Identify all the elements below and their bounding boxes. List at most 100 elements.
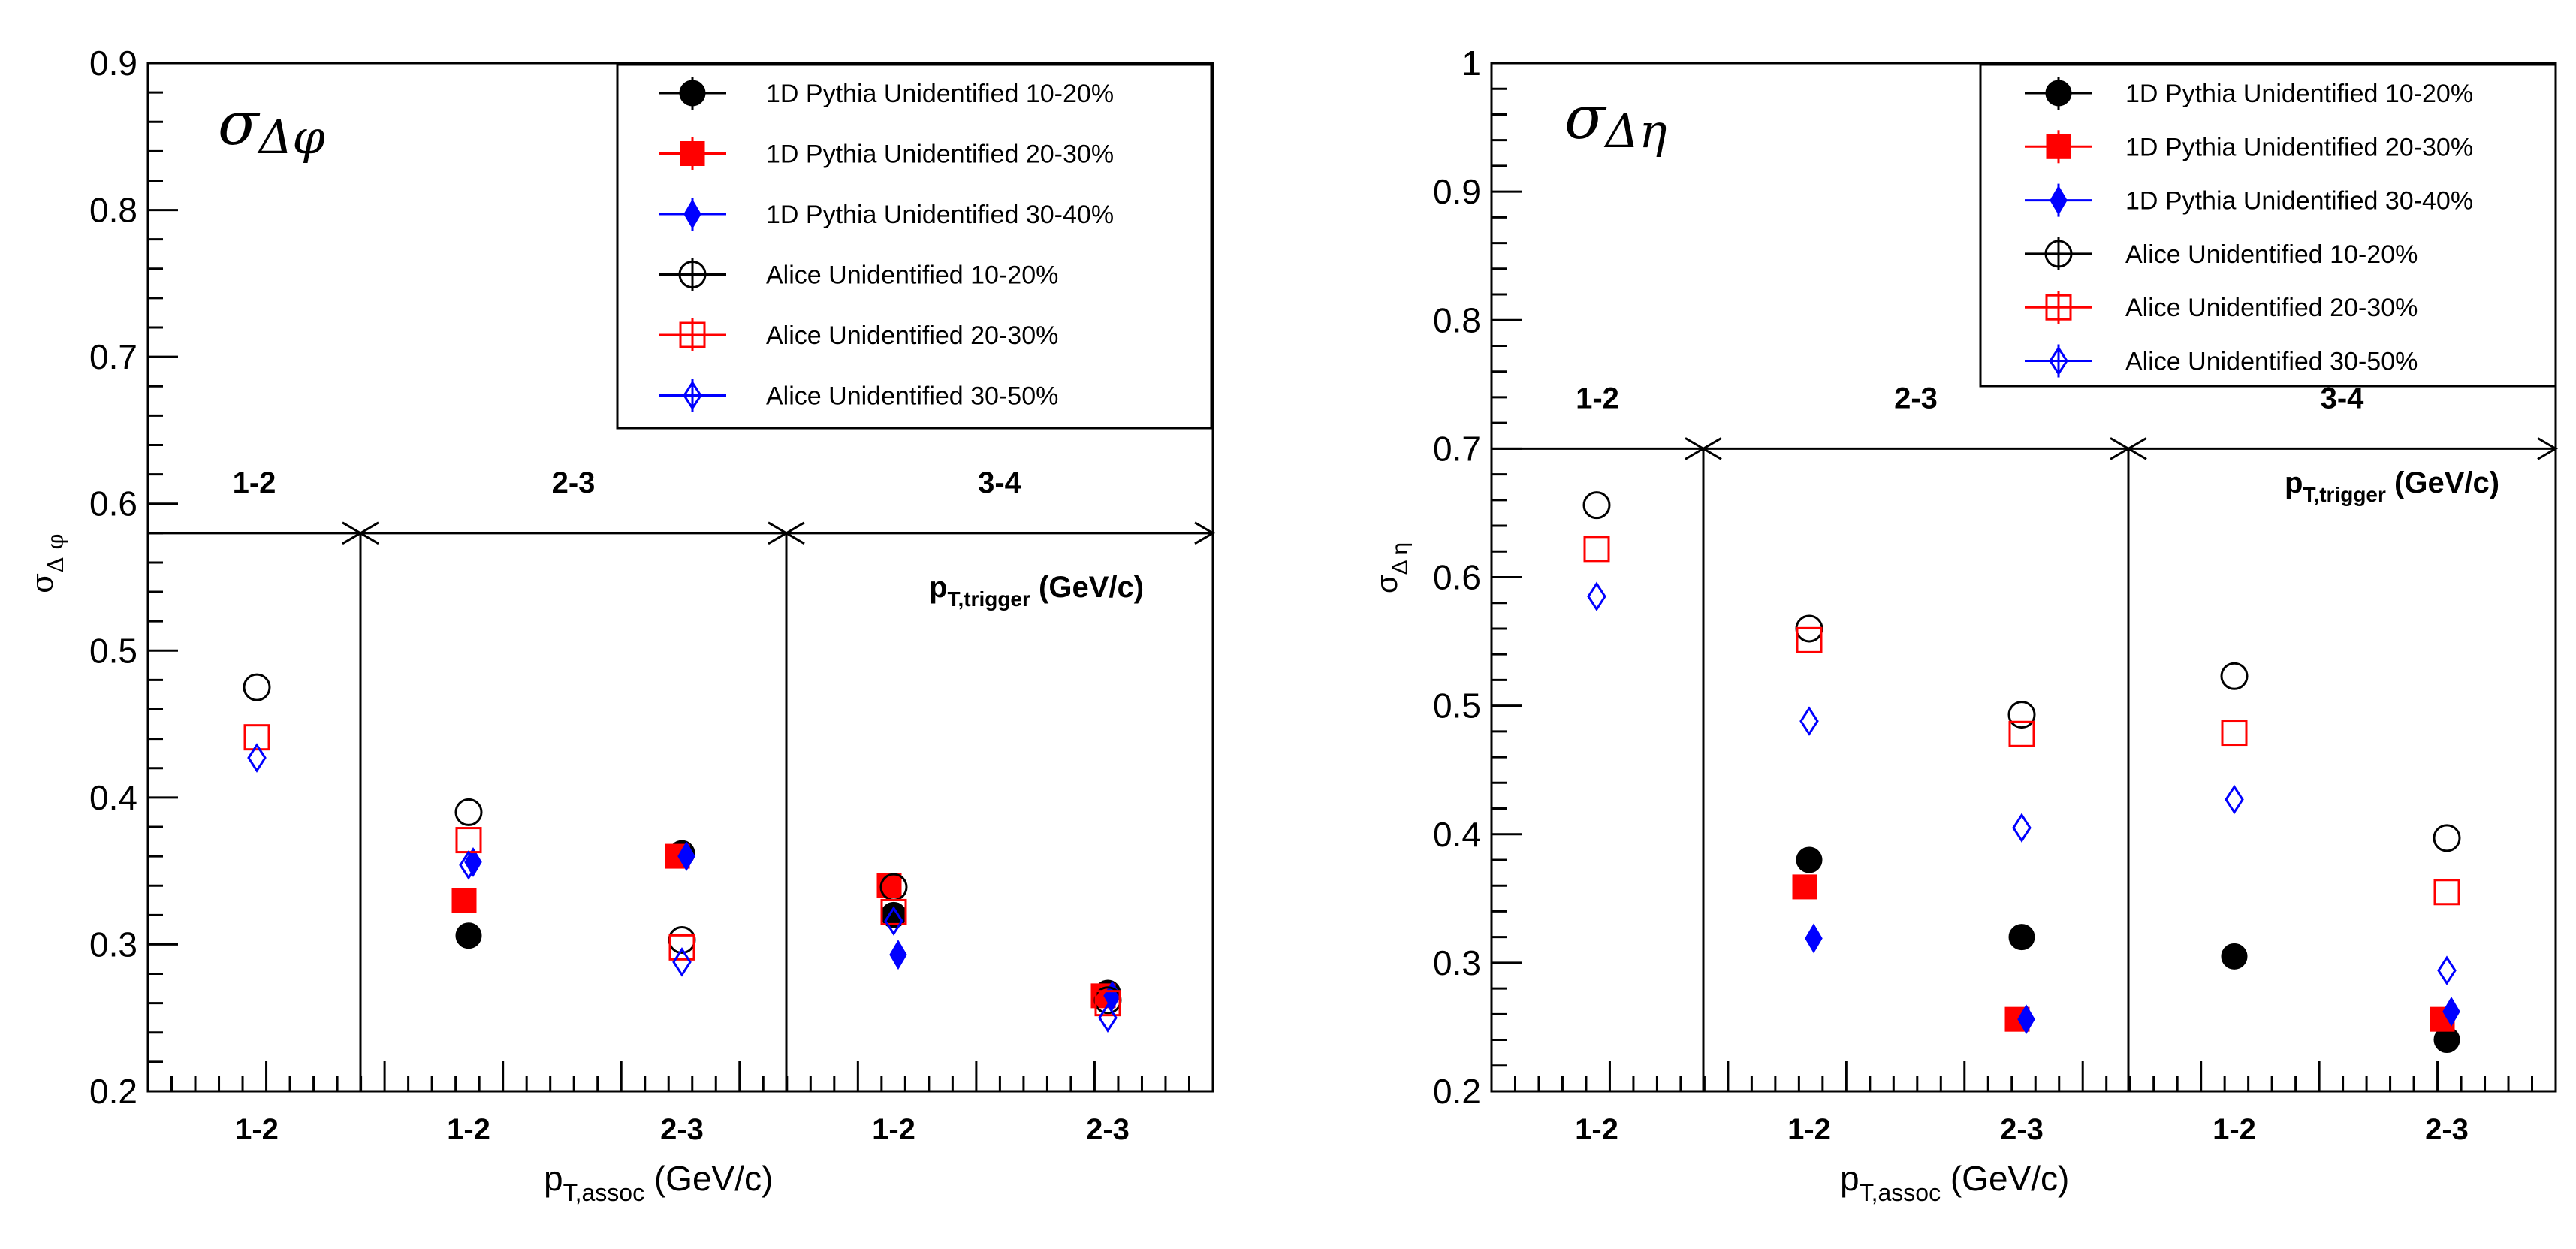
- x-axis-label: pT,assoc (GeV/c): [1840, 1159, 2069, 1206]
- trigger-group-label: 3-4: [2321, 382, 2365, 415]
- legend-label: Alice Unidentified 10-20%: [766, 261, 1058, 290]
- data-point: [2012, 813, 2032, 843]
- data-point: [1805, 923, 1823, 954]
- trigger-group-dividers: [148, 521, 1215, 1091]
- data-point: [2433, 824, 2461, 852]
- legend-label: 1D Pythia Unidentified 20-30%: [766, 140, 1114, 169]
- data-point: [1582, 491, 1611, 520]
- data-point: [2442, 996, 2460, 1027]
- chart-panel-sigma-dphi: 0.20.30.40.50.60.70.80.9 1-2 2-3 3-4 1-2 1-…: [26, 44, 1215, 1206]
- data-point: [451, 888, 477, 913]
- data-point: [243, 673, 271, 701]
- x-axis-ticks: [170, 1061, 1190, 1091]
- trigger-group-label: 1-2: [1576, 382, 1619, 415]
- plot-frame: [146, 62, 1214, 1093]
- data-point: [2008, 924, 2035, 951]
- y-tick-label: 0.3: [89, 925, 137, 964]
- legend-marker: [678, 261, 707, 288]
- data-markers: [243, 673, 1122, 1033]
- legend-label: Alice Unidentified 20-30%: [2125, 294, 2418, 322]
- y-tick-label: 1: [1461, 44, 1481, 83]
- y-tick-label: 0.7: [89, 337, 137, 376]
- panel-title: σΔη: [1564, 83, 1667, 158]
- legend-marker: [2045, 294, 2072, 321]
- arrow-head: [1194, 521, 1215, 545]
- y-tick-label: 0.2: [89, 1072, 137, 1111]
- legend-marker: [679, 321, 706, 348]
- data-point: [455, 827, 482, 854]
- trigger-group-labels: 1-2 2-3 3-4: [1576, 382, 2364, 415]
- trigger-axis-label: pT,trigger (GeV/c): [929, 571, 1144, 611]
- legend: 1D Pythia Unidentified 10-20% 1D Pythia U…: [659, 77, 1114, 412]
- x-axis-tick-labels: 1-2 1-2 2-3 1-2 2-3: [235, 1113, 1130, 1146]
- data-point: [2221, 720, 2248, 747]
- y-tick-label: 0.6: [89, 484, 137, 523]
- x-axis-tick-labels: 1-2 1-2 2-3 1-2 2-3: [1575, 1113, 2469, 1146]
- y-axis-tick-labels: 0.2 0.3 0.4 0.5 0.6 0.7 0.8 0.9 1: [1433, 44, 1481, 1111]
- trigger-group-label: 1-2: [233, 466, 276, 499]
- arrow-head: [358, 521, 379, 545]
- y-tick-label: 0.9: [89, 44, 137, 83]
- y-axis-label: σΔ η: [1371, 542, 1413, 593]
- legend-label: 1D Pythia Unidentified 30-40%: [766, 201, 1114, 229]
- data-point: [1587, 581, 1606, 611]
- legend-label: Alice Unidentified 20-30%: [766, 321, 1058, 350]
- x-tick-label: 2-3: [660, 1113, 704, 1146]
- y-tick-label: 0.5: [89, 631, 137, 670]
- data-point: [455, 922, 482, 949]
- data-point: [1796, 846, 1823, 873]
- y-tick-label: 0.2: [1433, 1072, 1481, 1111]
- x-tick-label: 1-2: [1575, 1113, 1618, 1146]
- trigger-group-label: 2-3: [1894, 382, 1938, 415]
- y-axis-ticks: [148, 62, 178, 1093]
- data-point: [2225, 784, 2244, 815]
- x-tick-label: 2-3: [1086, 1113, 1130, 1146]
- data-point: [459, 850, 478, 880]
- legend-label: 1D Pythia Unidentified 20-30%: [2125, 133, 2473, 161]
- legend-label: 1D Pythia Unidentified 10-20%: [2125, 80, 2473, 108]
- data-point: [1098, 1003, 1118, 1033]
- legend-label: 1D Pythia Unidentified 30-40%: [2125, 187, 2473, 216]
- y-tick-label: 0.5: [1433, 686, 1481, 726]
- data-point: [668, 934, 695, 961]
- y-tick-label: 0.7: [1433, 429, 1481, 468]
- data-point: [464, 846, 482, 877]
- data-point: [1792, 874, 1817, 900]
- trigger-axis-label: pT,trigger (GeV/c): [2285, 466, 2499, 506]
- data-point: [1799, 706, 1819, 736]
- arrow-head: [2537, 437, 2558, 460]
- data-point: [2017, 1004, 2035, 1035]
- x-tick-label: 1-2: [447, 1113, 490, 1146]
- data-point: [880, 898, 907, 925]
- data-point: [2220, 662, 2249, 690]
- y-tick-label: 0.8: [1433, 300, 1481, 339]
- legend-marker: [2049, 345, 2068, 376]
- y-tick-label: 0.4: [1433, 815, 1481, 854]
- trigger-group-labels: 1-2 2-3 3-4: [233, 466, 1022, 499]
- arrow-head: [784, 521, 805, 545]
- panel-title: σΔφ: [218, 89, 325, 164]
- data-point: [2007, 701, 2036, 729]
- x-tick-label: 1-2: [872, 1113, 915, 1146]
- data-point: [243, 724, 270, 751]
- data-markers: [1582, 491, 2461, 1054]
- y-axis-tick-labels: 0.2 0.3 0.4 0.5 0.6 0.7 0.8 0.9: [89, 44, 137, 1111]
- y-tick-label: 0.3: [1433, 943, 1481, 982]
- legend-marker: [2050, 185, 2068, 216]
- legend-marker: [679, 80, 706, 107]
- data-point: [247, 743, 267, 773]
- y-tick-label: 0.9: [1433, 172, 1481, 211]
- legend-label: Alice Unidentified 10-20%: [2125, 240, 2418, 269]
- data-point: [672, 947, 692, 977]
- arrow-head: [1701, 437, 1722, 460]
- data-point: [2008, 720, 2035, 747]
- x-tick-label: 1-2: [235, 1113, 279, 1146]
- data-point: [677, 841, 695, 872]
- x-axis-ticks: [1513, 1061, 2534, 1091]
- legend-label: Alice Unidentified 30-50%: [2125, 348, 2418, 376]
- legend-marker: [683, 199, 701, 229]
- legend-marker: [683, 380, 702, 411]
- legend-label: 1D Pythia Unidentified 10-20%: [766, 80, 1114, 108]
- x-axis-label: pT,assoc (GeV/c): [544, 1159, 773, 1206]
- y-tick-label: 0.6: [1433, 558, 1481, 597]
